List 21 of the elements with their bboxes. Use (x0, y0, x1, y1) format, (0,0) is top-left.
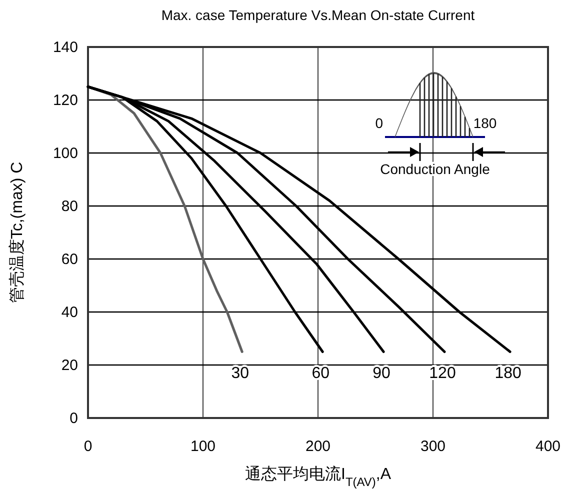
y-tick-label: 60 (61, 251, 78, 268)
y-axis-title: 管壳温度Tc,(max) C (8, 162, 26, 304)
chart-title: Max. case Temperature Vs.Mean On-state Current (161, 7, 475, 23)
x-tick-label: 400 (535, 438, 561, 455)
x-tick-label: 0 (84, 438, 92, 455)
y-tick-label: 140 (52, 39, 78, 56)
series-label: 90 (372, 364, 391, 382)
y-tick-label: 20 (61, 357, 78, 374)
x-tick-label: 100 (190, 438, 216, 455)
y-tick-label: 40 (61, 304, 78, 321)
y-tick-label: 0 (70, 410, 78, 427)
x-tick-label: 300 (420, 438, 446, 455)
series-label: 180 (494, 364, 522, 382)
x-tick-label: 200 (305, 438, 331, 455)
x-axis-title: 通态平均电流I$_{T(AV)}$,A (244, 465, 392, 489)
y-tick-label: 100 (52, 145, 78, 162)
annotation: 180 (473, 115, 497, 131)
annotation: 0 (375, 115, 384, 131)
y-tick-label: 80 (61, 198, 78, 215)
y-tick-label: 120 (52, 92, 78, 109)
series-label: 30 (231, 364, 250, 382)
